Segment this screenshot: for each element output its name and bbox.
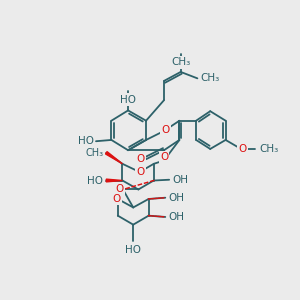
Text: CH₃: CH₃ — [86, 148, 104, 158]
Text: O: O — [238, 144, 246, 154]
Text: HO: HO — [78, 136, 94, 146]
Text: O: O — [160, 152, 168, 162]
Text: OH: OH — [169, 193, 185, 203]
Text: CH₃: CH₃ — [201, 73, 220, 83]
Text: O: O — [137, 167, 145, 177]
Text: O: O — [112, 194, 121, 204]
Text: CH₃: CH₃ — [260, 144, 279, 154]
Text: HO: HO — [87, 176, 103, 185]
Text: HO: HO — [120, 94, 136, 105]
Text: OH: OH — [172, 175, 189, 185]
Text: O: O — [136, 154, 144, 164]
Text: CH₃: CH₃ — [171, 57, 190, 68]
Polygon shape — [106, 179, 122, 182]
Text: O: O — [162, 125, 170, 135]
Polygon shape — [106, 152, 122, 164]
Text: OH: OH — [169, 212, 185, 222]
Text: O: O — [116, 184, 124, 194]
Text: HO: HO — [125, 245, 141, 255]
